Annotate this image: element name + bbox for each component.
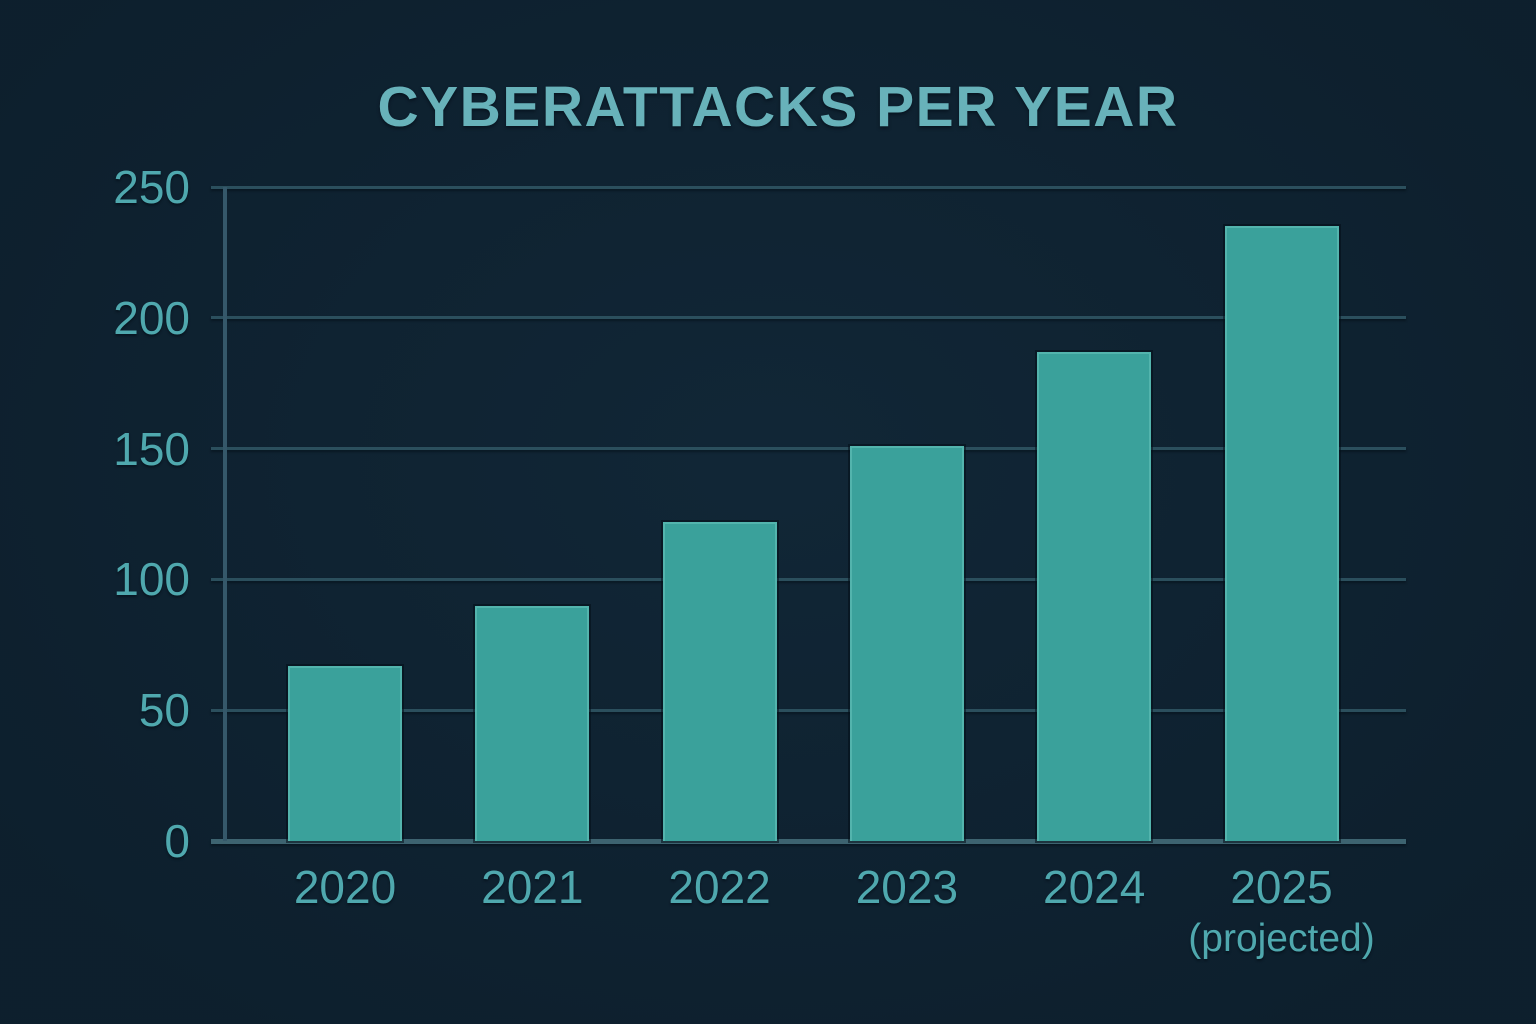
x-tick-label-2023: 2023 (855, 861, 959, 913)
plot-area (211, 185, 1406, 844)
y-tick-label-0: 0 (164, 815, 190, 867)
gridline-250 (211, 185, 1406, 189)
y-tick-label-150: 150 (113, 422, 190, 475)
gridline-150 (211, 447, 1406, 451)
x-tick-label-2025: 2025 (1230, 861, 1333, 913)
x-tick-label-2021: 2021 (481, 861, 584, 913)
gridline-200 (211, 316, 1406, 320)
bar-2023 (849, 445, 964, 841)
y-axis-line (223, 187, 227, 841)
x-tick-label-2022: 2022 (668, 861, 771, 913)
y-tick-label-100: 100 (113, 553, 190, 606)
y-tick-label-50: 50 (138, 684, 190, 737)
bar-2022 (662, 521, 777, 841)
chart-title: CYBERATTACKS PER YEAR (377, 75, 1179, 139)
y-tick-label-200: 200 (113, 291, 190, 344)
bar-2021 (475, 605, 590, 841)
bar-2024 (1037, 351, 1152, 841)
bar-2020 (288, 665, 402, 841)
x-tick-sublabel-2025: (projected) (1188, 917, 1375, 960)
x-tick-label-2020: 2020 (293, 861, 397, 913)
gridline-50 (211, 708, 1406, 712)
gridline-100 (211, 577, 1406, 581)
y-tick-label-250: 250 (113, 161, 190, 213)
bar-2025 (1224, 226, 1339, 841)
x-tick-label-2024: 2024 (1043, 861, 1146, 913)
x-axis-baseline (211, 839, 1406, 844)
